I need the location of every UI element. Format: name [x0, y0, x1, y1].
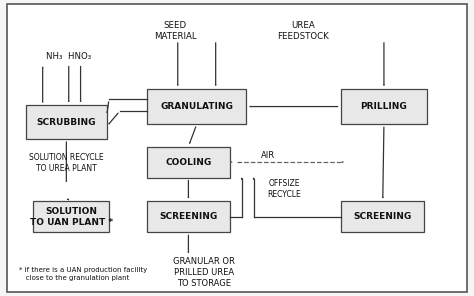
Text: SOLUTION
TO UAN PLANT *: SOLUTION TO UAN PLANT *: [29, 207, 113, 227]
Text: SCREENING: SCREENING: [354, 212, 412, 221]
Text: SEED
MATERIAL: SEED MATERIAL: [154, 21, 197, 41]
Text: SCRUBBING: SCRUBBING: [36, 118, 96, 127]
Text: NH₃  HNO₃: NH₃ HNO₃: [46, 52, 91, 61]
Bar: [26, 105, 107, 139]
Text: GRANULATING: GRANULATING: [160, 102, 233, 111]
Bar: [147, 147, 230, 178]
Text: OFFSIZE
RECYCLE: OFFSIZE RECYCLE: [267, 179, 301, 200]
Bar: [147, 201, 230, 232]
Text: PRILLING: PRILLING: [361, 102, 407, 111]
Bar: [147, 89, 246, 124]
Bar: [33, 201, 109, 232]
Bar: [341, 201, 424, 232]
Text: UREA
FEEDSTOCK: UREA FEEDSTOCK: [277, 21, 329, 41]
Text: SCREENING: SCREENING: [159, 212, 218, 221]
Text: AIR: AIR: [261, 151, 275, 160]
Text: GRANULAR OR
PRILLED UREA
TO STORAGE: GRANULAR OR PRILLED UREA TO STORAGE: [173, 257, 235, 288]
Text: * if there is a UAN production facility
   close to the granulation plant: * if there is a UAN production facility …: [19, 267, 147, 281]
Bar: [341, 89, 427, 124]
Text: COOLING: COOLING: [165, 157, 211, 167]
Text: SOLUTION RECYCLE
TO UREA PLANT: SOLUTION RECYCLE TO UREA PLANT: [29, 153, 104, 173]
